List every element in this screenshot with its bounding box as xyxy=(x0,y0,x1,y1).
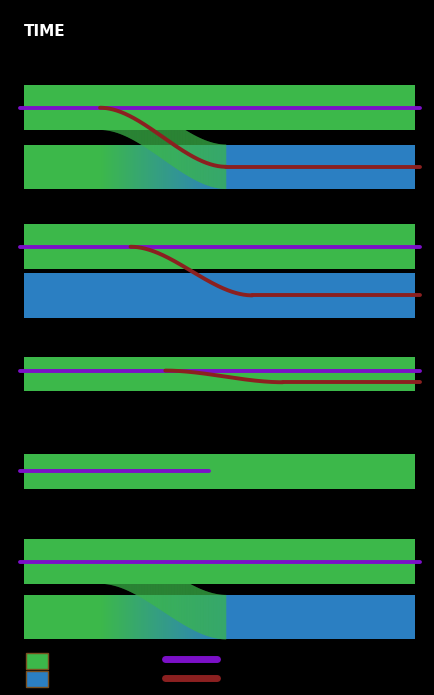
Text: TIME: TIME xyxy=(24,24,66,40)
Bar xyxy=(24,454,414,489)
Bar xyxy=(226,595,414,639)
Bar xyxy=(26,671,48,687)
Bar xyxy=(26,653,48,669)
Bar xyxy=(24,85,414,130)
Bar xyxy=(24,273,414,318)
Bar xyxy=(24,539,414,584)
Bar xyxy=(226,145,414,189)
Bar xyxy=(24,145,100,189)
Bar xyxy=(24,595,100,639)
Bar xyxy=(24,357,414,391)
Bar xyxy=(24,224,414,269)
